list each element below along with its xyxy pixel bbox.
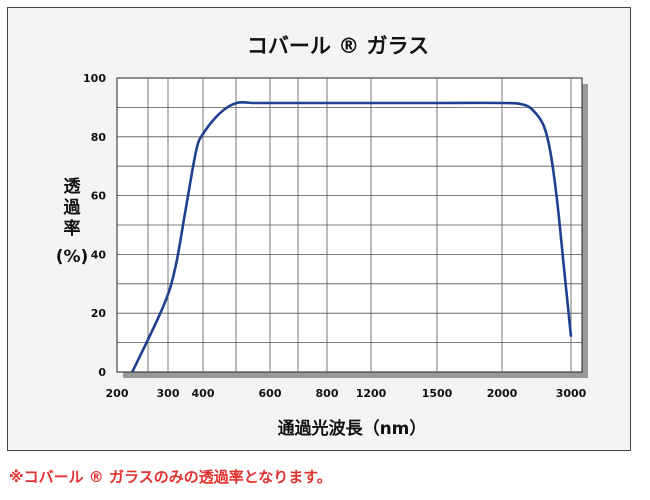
y-axis-label-char: 過 — [64, 198, 82, 218]
y-axis-label-char: (%) — [56, 247, 89, 267]
x-tick-label: 1200 — [356, 387, 387, 400]
chart-title: コバール ® ガラス — [247, 34, 429, 58]
x-axis-label: 通過光波長（nm） — [278, 418, 427, 439]
transmittance-line — [131, 100, 573, 373]
x-tick-label: 1500 — [422, 387, 453, 400]
x-tick-labels: 200 300 400 600 800 1200 1500 2000 3000 — [106, 387, 587, 400]
y-tick-label: 0 — [98, 366, 106, 379]
y-axis-label-char: 率 — [64, 218, 81, 239]
y-tick-label: 80 — [91, 131, 107, 144]
grid — [117, 78, 582, 372]
footnote: ※コバール ® ガラスのみの透過率となります。 — [9, 468, 332, 486]
y-axis-label: 透過率 (%) — [56, 176, 89, 267]
x-tick-label: 3000 — [556, 387, 587, 400]
y-tick-label: 100 — [83, 72, 106, 85]
y-tick-label: 60 — [91, 190, 107, 203]
x-tick-label: 400 — [192, 387, 215, 400]
y-tick-labels: 0 20 40 60 80 100 — [83, 72, 106, 379]
x-tick-label: 300 — [157, 387, 180, 400]
x-tick-label: 2000 — [487, 387, 518, 400]
y-tick-label: 40 — [91, 248, 107, 261]
x-tick-label: 800 — [316, 387, 339, 400]
y-axis-label-char: 透 — [64, 176, 82, 197]
x-tick-label: 200 — [106, 387, 129, 400]
series-line-layer — [131, 100, 573, 373]
y-tick-label: 20 — [91, 307, 107, 320]
x-tick-label: 600 — [259, 387, 282, 400]
